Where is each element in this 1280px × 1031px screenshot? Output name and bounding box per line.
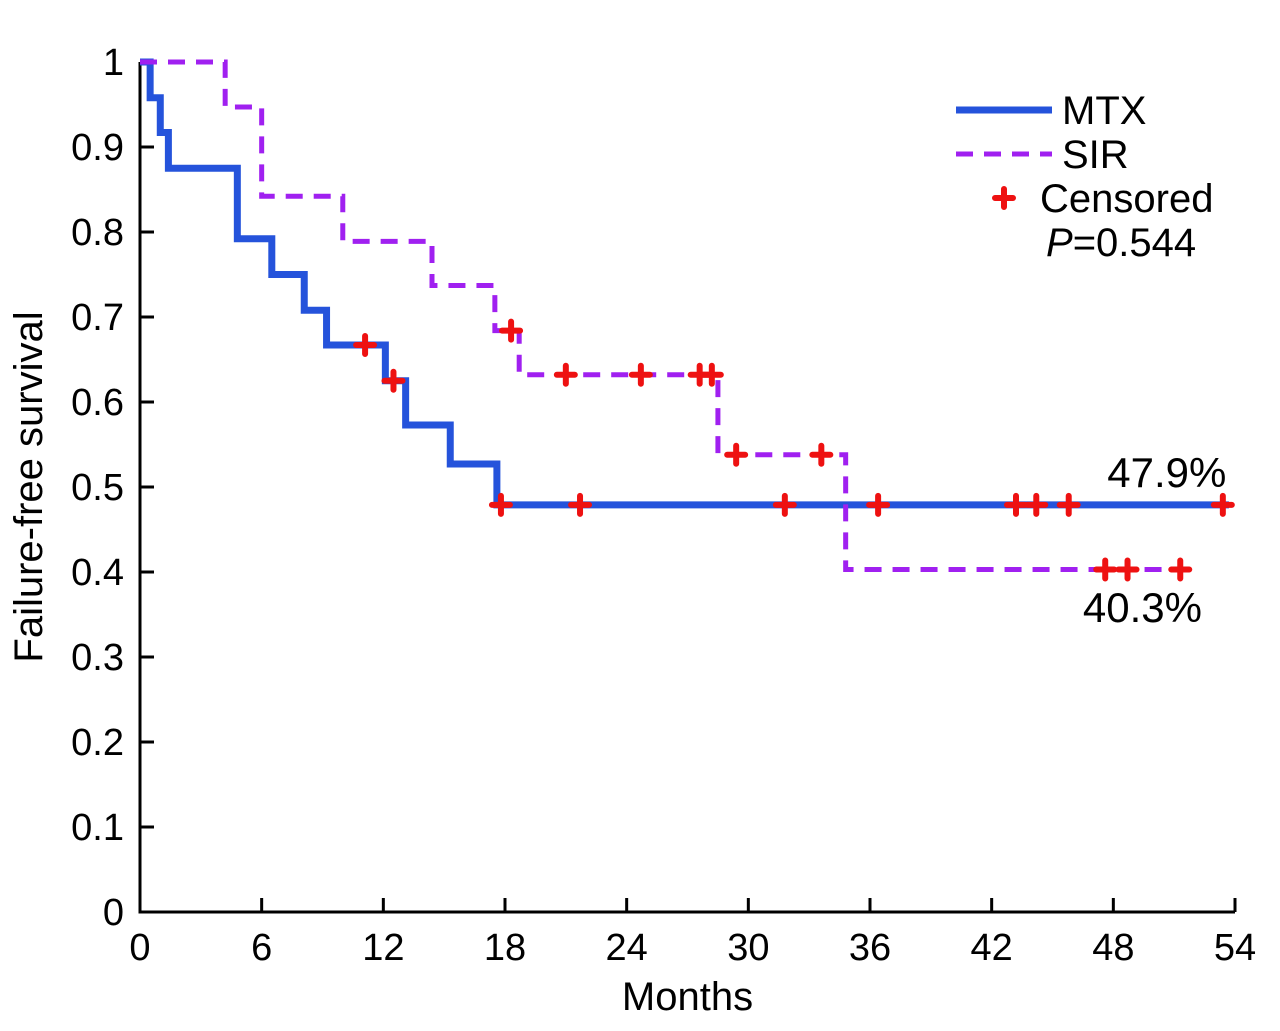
x-tick-label: 54 bbox=[1214, 927, 1256, 969]
y-tick-label: 0.3 bbox=[71, 637, 124, 679]
censored-marker bbox=[699, 362, 724, 387]
x-tick-label: 12 bbox=[362, 927, 404, 969]
censored-marker bbox=[866, 492, 891, 517]
x-tick-label: 24 bbox=[606, 927, 648, 969]
final-survival-label: 40.3% bbox=[1083, 584, 1202, 631]
y-tick-label: 0.9 bbox=[71, 127, 124, 169]
legend-label-sir: SIR bbox=[1062, 133, 1129, 177]
censored-marker bbox=[1210, 492, 1235, 517]
y-tick-label: 0.6 bbox=[71, 382, 124, 424]
legend-label-mtx: MTX bbox=[1062, 89, 1146, 133]
y-tick-label: 0.7 bbox=[71, 297, 124, 339]
censored-marker bbox=[553, 362, 578, 387]
censored-marker bbox=[809, 442, 834, 467]
censored-marker bbox=[772, 492, 797, 517]
x-tick-label: 30 bbox=[727, 927, 769, 969]
y-tick-label: 0.4 bbox=[71, 552, 124, 594]
x-tick-label: 18 bbox=[484, 927, 526, 969]
censored-marker bbox=[1024, 492, 1049, 517]
series-line-sir bbox=[140, 59, 1185, 572]
censored-marker bbox=[499, 318, 524, 343]
censored-marker bbox=[353, 333, 378, 358]
censored-marker bbox=[628, 362, 653, 387]
censored-marker bbox=[1115, 557, 1140, 582]
y-tick-label: 0.1 bbox=[71, 807, 124, 849]
censored-marker bbox=[1093, 557, 1118, 582]
x-axis-title: Months bbox=[622, 975, 753, 1019]
censored-marker bbox=[381, 368, 406, 393]
p-value-label: P=0.544 bbox=[1046, 221, 1196, 265]
x-tick-label: 48 bbox=[1092, 927, 1134, 969]
censored-marker bbox=[568, 492, 593, 517]
y-tick-label: 0.2 bbox=[71, 722, 124, 764]
x-tick-label: 0 bbox=[129, 927, 150, 969]
legend-censored-plus-icon bbox=[992, 186, 1016, 210]
y-tick-label: 0 bbox=[103, 892, 124, 934]
x-tick-label: 42 bbox=[971, 927, 1013, 969]
censored-marker bbox=[1004, 492, 1028, 517]
censored-marker bbox=[488, 492, 513, 517]
x-tick-label: 36 bbox=[849, 927, 891, 969]
y-axis-title: Failure-free survival bbox=[7, 311, 51, 662]
y-tick-label: 0.5 bbox=[71, 467, 124, 509]
x-tick-label: 6 bbox=[251, 927, 272, 969]
final-survival-label: 47.9% bbox=[1107, 449, 1226, 496]
legend-label-censored: Censored bbox=[1040, 177, 1213, 221]
censored-marker bbox=[1168, 557, 1193, 582]
censored-marker bbox=[1056, 492, 1081, 517]
series-line-mtx bbox=[140, 58, 1229, 509]
y-tick-label: 1 bbox=[103, 42, 124, 84]
y-tick-label: 0.8 bbox=[71, 212, 124, 254]
censored-marker bbox=[724, 442, 749, 467]
